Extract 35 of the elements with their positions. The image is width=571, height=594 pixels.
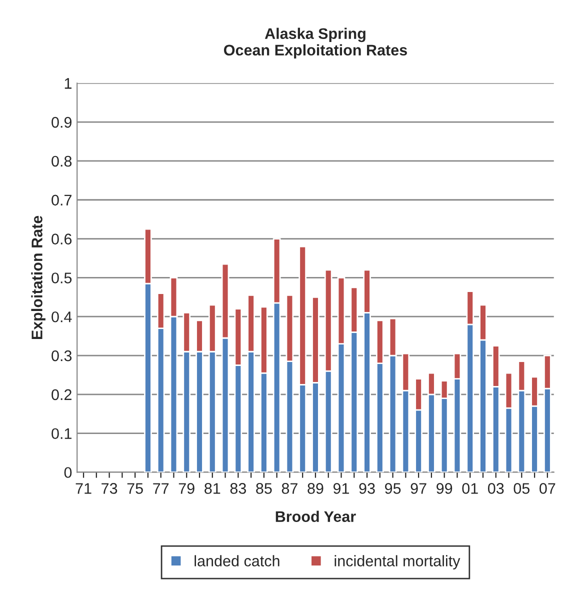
x-tick-label: 85 — [256, 483, 272, 494]
x-tick-label: 05 — [514, 483, 530, 494]
x-tick-label: 81 — [204, 483, 220, 494]
y-tick-label: 0.4 — [52, 311, 72, 322]
x-tick-label: 99 — [436, 483, 452, 494]
x-axis-title: Brood Year — [276, 510, 356, 522]
y-tick-label: 0.9 — [52, 116, 72, 128]
x-tick-label: 87 — [282, 483, 298, 494]
y-tick-label: 0.7 — [52, 194, 72, 206]
y-tick-label: 0.6 — [52, 234, 72, 244]
x-tick-label: 89 — [308, 483, 324, 494]
legend-label: landed catch — [194, 555, 280, 566]
y-tick-label: 0 — [64, 467, 72, 478]
legend-label: incidental mortality — [334, 555, 460, 570]
x-tick-label: 79 — [178, 483, 194, 494]
y-axis-title: Exploitation Rate — [31, 216, 46, 340]
x-tick-label: 83 — [230, 483, 246, 494]
y-tick-label: 1 — [64, 78, 72, 89]
x-tick-label: 93 — [359, 483, 375, 494]
y-tick-label: 0.1 — [52, 428, 72, 440]
y-tick-label: 0.5 — [52, 272, 72, 284]
x-tick-label: 73 — [102, 483, 118, 494]
x-tick-label: 01 — [462, 483, 478, 494]
y-tick-label: 0.8 — [52, 156, 72, 167]
x-tick-label: 03 — [488, 483, 504, 494]
chart-title: Alaska Spring Ocean Exploitation Rates — [224, 28, 407, 59]
x-tick-label: 75 — [127, 483, 143, 494]
x-tick-label: 71 — [76, 483, 92, 494]
x-tick-label: 91 — [333, 483, 349, 494]
y-tick-label: 0.3 — [52, 350, 72, 362]
x-tick-label: 07 — [540, 483, 556, 494]
x-tick-label: 95 — [385, 483, 401, 494]
x-tick-label: 77 — [153, 483, 169, 494]
y-tick-label: 0.2 — [52, 389, 72, 400]
x-tick-label: 97 — [410, 483, 426, 494]
